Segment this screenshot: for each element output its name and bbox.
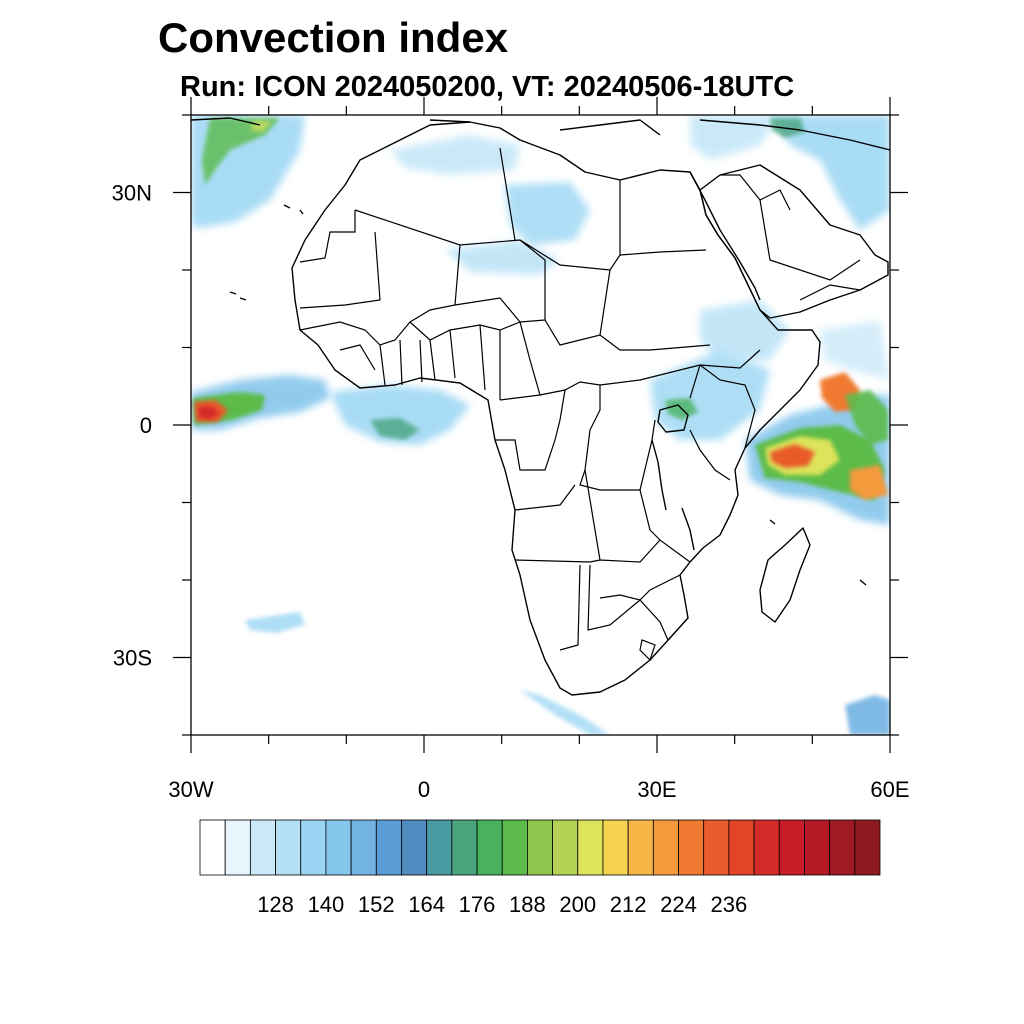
lake-victoria xyxy=(657,404,689,433)
border-west-africa xyxy=(299,321,541,400)
convection-patch-nw-core xyxy=(202,118,280,185)
convection-patch-somalia-coast xyxy=(820,320,890,380)
lat-tick-label: 0 xyxy=(140,413,152,438)
colorbar-swatch xyxy=(627,819,654,876)
border-north-lines xyxy=(299,147,711,351)
convection-patch-south-atlantic xyxy=(245,612,305,633)
colorbar-swatch xyxy=(577,819,604,876)
convection-patch-sahara xyxy=(505,182,590,245)
lon-tick-label: 30E xyxy=(637,777,676,802)
chart-title: Convection index xyxy=(158,14,509,61)
red-sea xyxy=(689,171,761,301)
colorbar-swatch xyxy=(501,819,528,876)
lon-tick-label: 30W xyxy=(168,777,213,802)
colorbar-label: 140 xyxy=(308,892,345,917)
coastlines xyxy=(191,117,890,696)
colorbar-label: 236 xyxy=(711,892,748,917)
lon-tick-label: 0 xyxy=(418,777,430,802)
lon-tick-label: 60E xyxy=(870,777,909,802)
convection-patch-north-africa xyxy=(390,135,520,175)
border-arabia xyxy=(720,174,861,301)
colorbar-label: 224 xyxy=(660,892,697,917)
convection-patch-arabian-sea-band xyxy=(845,390,888,445)
colorbar-swatch xyxy=(602,819,629,876)
colorbar-swatch xyxy=(753,819,780,876)
colorbar-swatch xyxy=(350,819,377,876)
colorbar-swatch xyxy=(275,819,302,876)
colorbar-swatch xyxy=(249,819,276,876)
colorbar-swatch xyxy=(401,819,428,876)
colorbar-swatch xyxy=(728,819,755,876)
convection-patch-se-corner xyxy=(845,695,890,735)
map-axes: 30W 0 30E 60E 30N 0 30S xyxy=(112,97,910,802)
colorbar-swatch xyxy=(300,819,327,876)
colorbar-swatch xyxy=(854,819,881,876)
cape-islands xyxy=(229,204,867,586)
colorbar-swatch xyxy=(476,819,503,876)
colorbar-swatch xyxy=(451,819,478,876)
chart-subtitle: Run: ICON 2024050200, VT: 20240506-18UTC xyxy=(180,71,795,103)
colorbar-swatch xyxy=(703,819,730,876)
convection-patch-indian-ocean-red xyxy=(770,444,815,468)
lake-tanganyika xyxy=(651,439,667,511)
convection-patch-gulf-guinea-core xyxy=(370,418,420,440)
colorbar-swatch xyxy=(678,819,705,876)
colorbar-label: 188 xyxy=(509,892,546,917)
colorbar-label: 128 xyxy=(257,892,294,917)
colorbar-swatch xyxy=(552,819,579,876)
map-area xyxy=(191,115,890,735)
convection-patch-atlantic-hot xyxy=(198,406,220,419)
europe-coastline xyxy=(191,117,890,151)
lat-tick-label: 30N xyxy=(112,181,152,206)
colorbar-label: 212 xyxy=(610,892,647,917)
colorbar-label: 164 xyxy=(408,892,445,917)
convection-patch-gulf-guinea xyxy=(330,385,470,445)
colorbar-swatch xyxy=(199,819,226,876)
colorbar-swatch xyxy=(804,819,831,876)
lat-tick-label: 30S xyxy=(113,646,152,671)
colorbar-swatch xyxy=(652,819,679,876)
colorbar-swatch xyxy=(375,819,402,876)
convection-patch-nw-yellow xyxy=(250,120,272,132)
madagascar-coastline xyxy=(759,527,811,623)
convection-patch-south-streak xyxy=(520,690,610,735)
border-central-africa xyxy=(495,349,761,491)
colorbar-label: 200 xyxy=(559,892,596,917)
convection-patch-indian-ocean-east xyxy=(850,465,888,500)
border-southern-africa xyxy=(514,469,691,662)
convection-field xyxy=(191,115,890,735)
colorbar-swatch xyxy=(829,819,856,876)
colorbar-swatch xyxy=(778,819,805,876)
colorbar-swatch xyxy=(426,819,453,876)
lake-malawi xyxy=(681,507,695,551)
convection-patch-mediterranean xyxy=(690,115,780,160)
colorbar-swatch xyxy=(325,819,352,876)
colorbar: 128 140 152 164 176 188 200 212 224 236 xyxy=(199,819,881,917)
country-borders xyxy=(299,147,861,662)
convection-patch-ne xyxy=(770,115,890,230)
colorbar-swatch xyxy=(224,819,251,876)
colorbar-swatch xyxy=(527,819,553,876)
colorbar-label: 152 xyxy=(358,892,395,917)
colorbar-label: 176 xyxy=(459,892,496,917)
